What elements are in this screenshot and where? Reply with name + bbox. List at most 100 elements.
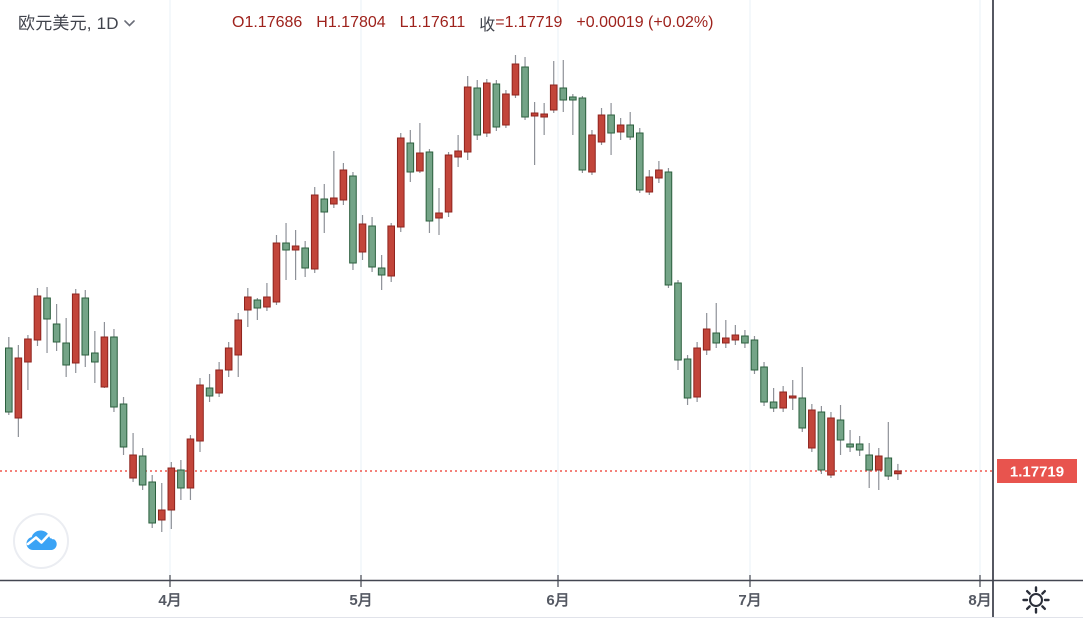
candle-body [635, 132, 644, 191]
tradingview-logo[interactable] [13, 513, 69, 569]
candle [91, 331, 99, 383]
candle [157, 483, 166, 532]
close-value: 收 =1.17719 [479, 11, 562, 35]
candle [339, 163, 348, 205]
candle [24, 335, 32, 390]
candle [301, 241, 309, 277]
candle [263, 283, 271, 311]
candle [521, 57, 529, 120]
close-number: =1.17719 [495, 14, 563, 31]
candle-body [569, 96, 577, 101]
candle-body [559, 87, 568, 101]
candle [473, 80, 482, 140]
candle [454, 135, 462, 167]
candle-body [272, 242, 281, 303]
candle-body [492, 83, 501, 128]
theme-toggle-button[interactable] [1016, 582, 1056, 618]
candle-body [425, 151, 434, 222]
candle [5, 337, 13, 415]
candle [33, 288, 42, 346]
candle [894, 463, 902, 480]
open-value: O1.17686 [232, 14, 303, 31]
candle-body [722, 337, 730, 344]
candle [865, 443, 874, 488]
candle-body [215, 369, 223, 394]
candle-body [186, 438, 195, 489]
chevron-down-icon[interactable] [123, 19, 135, 27]
candle-body [683, 358, 692, 399]
candle [530, 102, 539, 165]
candle [416, 123, 424, 173]
candle-body [33, 295, 42, 341]
candle-body [263, 296, 271, 308]
candle-body [779, 391, 787, 409]
candle [483, 79, 491, 137]
candle-body [597, 114, 606, 143]
candle-body [368, 225, 376, 268]
candle [578, 96, 587, 173]
candle-body [607, 114, 615, 134]
candle [110, 329, 118, 412]
candle [731, 325, 740, 345]
candle [138, 448, 147, 490]
candle [683, 355, 692, 405]
candle-body [339, 169, 348, 201]
candle-body [502, 93, 510, 126]
candle-body [827, 417, 835, 476]
candle-body [157, 509, 166, 521]
high-value: H1.17804 [316, 14, 386, 31]
candle [205, 374, 214, 402]
candle [645, 170, 654, 195]
candle [798, 367, 807, 432]
candle [368, 217, 376, 272]
candle-body [530, 112, 539, 117]
candle-body [310, 194, 319, 270]
candle-body [731, 334, 740, 341]
candle-body [14, 357, 23, 419]
candle-body [244, 296, 252, 311]
symbol-name: 欧元美元, 1D [18, 14, 119, 33]
change-value: +0.00019 (+0.02%) [576, 14, 714, 31]
candle-body [884, 457, 893, 477]
candle [874, 448, 883, 490]
candle [588, 130, 596, 175]
candle-body [588, 134, 596, 173]
candle-body [100, 336, 109, 388]
candle [43, 287, 51, 353]
candle-body [406, 142, 415, 173]
candle [884, 422, 893, 480]
candle-body [874, 455, 883, 471]
candle-body [234, 319, 243, 356]
candle [435, 188, 443, 235]
candle [234, 313, 243, 377]
candle-body [435, 212, 443, 219]
candle [81, 290, 90, 367]
candle [635, 128, 644, 193]
month-label: 6月 [546, 592, 570, 609]
candle [779, 386, 787, 412]
candle-body [129, 454, 137, 479]
sun-ray [1025, 589, 1031, 595]
candle-body [645, 176, 654, 193]
candle [291, 230, 300, 280]
sun-icon [1022, 586, 1050, 614]
candle-body [320, 198, 329, 213]
candle [177, 460, 185, 500]
candle-body [578, 97, 587, 171]
candle-body [808, 409, 816, 449]
candle-body [511, 63, 520, 96]
candle-body [416, 152, 424, 172]
candle-body [148, 481, 156, 524]
candle [722, 320, 730, 348]
month-label: 7月 [738, 592, 762, 609]
candle [119, 397, 128, 455]
candle [196, 378, 204, 452]
candle-body [224, 347, 233, 371]
symbol-title[interactable]: 欧元美元, 1D [18, 9, 135, 34]
candle-body [702, 328, 711, 351]
candle [52, 304, 61, 351]
candle-body [52, 323, 61, 343]
low-value: L1.17611 [399, 14, 466, 31]
